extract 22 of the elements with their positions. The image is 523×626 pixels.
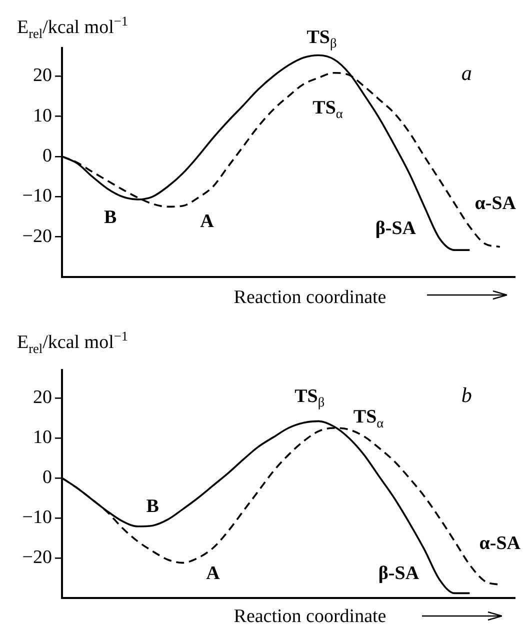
y-tick-label: 10: [33, 426, 52, 448]
x-axis-title: Reaction coordinate: [234, 606, 386, 626]
annotation: β-SA: [378, 563, 420, 584]
text: a: [461, 60, 472, 85]
y-tick-label: 10: [33, 105, 52, 126]
y-tick-label: −20: [22, 546, 52, 568]
y-tick-label: −10: [22, 506, 52, 528]
y-tick-label: 0: [42, 466, 52, 488]
annotation: α-SA: [474, 192, 516, 214]
y-tick-label: −10: [22, 186, 52, 207]
y-tick-label: 20: [33, 65, 52, 86]
x-axis-title: Reaction coordinate: [234, 287, 386, 308]
annotation: β-SA: [375, 218, 416, 239]
annotation: B: [104, 206, 117, 228]
y-tick-label: 20: [33, 386, 52, 408]
annotation: B: [146, 496, 160, 517]
annotation: α-SA: [479, 533, 521, 554]
annotation: A: [200, 210, 214, 232]
y-tick-label: −20: [22, 226, 52, 247]
annotation: A: [206, 563, 220, 584]
y-tick-label: 0: [42, 145, 52, 166]
text: b: [461, 382, 472, 407]
